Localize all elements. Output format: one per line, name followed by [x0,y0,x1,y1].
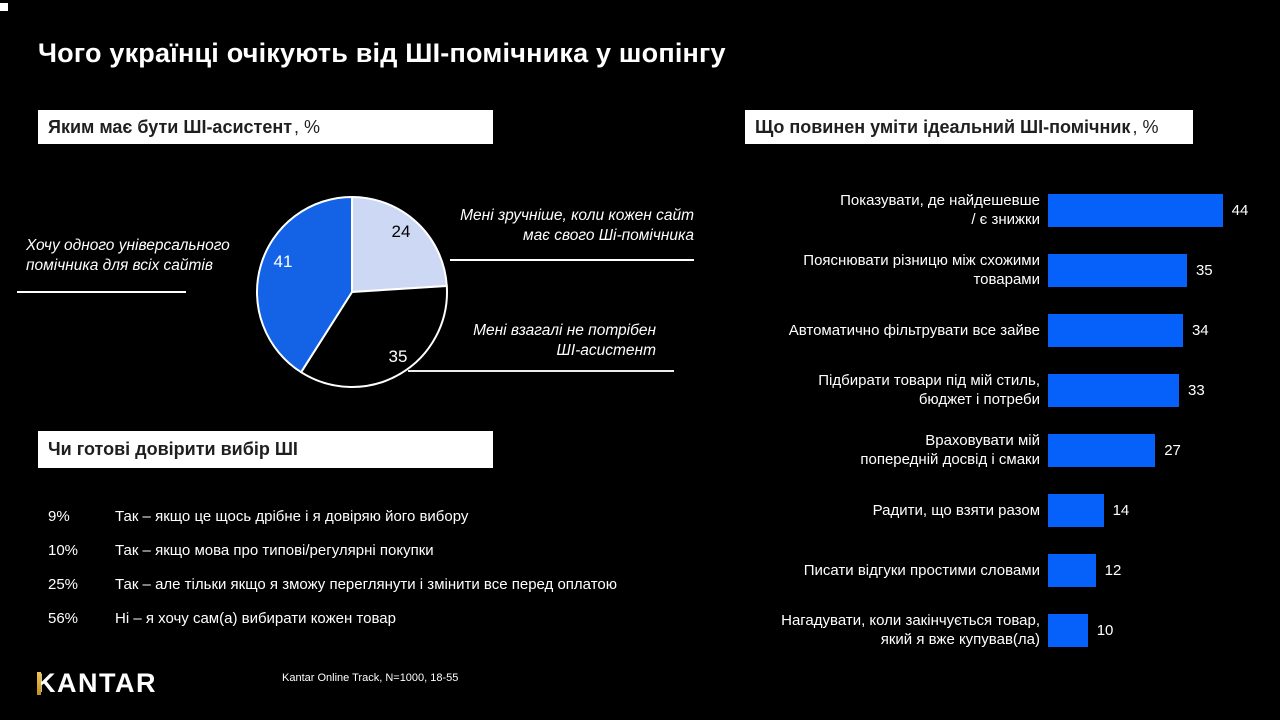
bar-label: Радити, що взяти разом [745,501,1040,520]
trust-percent: 9% [48,507,70,525]
bar-label: Підбирати товари під мій стиль, бюджет і … [745,371,1040,409]
bars-section-header-text: Що повинен уміти ідеальний ШІ-помічник [755,116,1131,137]
pie-section-header: Яким має бути ШІ-асистент , % [38,110,493,144]
bar-label: Автоматично фільтрувати все зайве [745,321,1040,340]
bar-row: Показувати, де найдешевше / є знижки 44 [745,180,1265,240]
bar-value: 34 [1191,321,1209,339]
pie-slice [256,196,353,374]
pie-annotation-line: Мені зручніше, коли кожен сайт [460,207,694,224]
trust-row: 25% Так – але тільки якщо я зможу перегля… [48,567,708,601]
trust-section-header-text: Чи готові довірити вибір ШІ [48,439,298,459]
pie-annotation-per-site: Мені зручніше, коли кожен сайт має свого… [434,206,694,246]
kantar-logo: KANTAR [36,668,157,699]
trust-row: 56% Ні – я хочу сам(а) вибирати кожен тов… [48,601,708,635]
pie-section-header-suffix: , % [294,116,321,137]
bar-label: Нагадувати, коли закінчується товар, який… [745,611,1040,649]
bars-section-header: Що повинен уміти ідеальний ШІ-помічник ,… [745,110,1193,144]
bar-value: 33 [1188,381,1205,399]
bar-label-line: Автоматично фільтрувати все зайве [788,321,1040,339]
pie-chart [254,194,450,390]
pie-annotation-line: ШІ-асистент [556,342,656,359]
pie-annotation-line: має свого Ші-помічника [523,227,694,244]
pie-slice [300,285,448,388]
pie-value-label: 35 [388,347,408,366]
bar-value: 14 [1112,501,1130,519]
pie-value-label: 24 [391,222,411,241]
trust-label: Так – якщо це щось дрібне і я довіряю йо… [115,507,469,525]
bar-label-line: Пояснювати різницю між схожими [803,252,1040,269]
pie-slice [351,196,448,293]
bar-label-line: Показувати, де найдешевше [840,192,1040,209]
leader-line [450,259,694,261]
bar-rect [1048,253,1187,287]
bar-value: 10 [1096,621,1114,639]
bar-label-line: бюджет і потреби [918,391,1040,408]
pie-annotation-line: помічника для всіх сайтів [26,257,213,274]
bar-label-line: товарами [973,271,1040,288]
slide-corner-mark [0,3,8,11]
bar-rect [1048,553,1096,587]
pie-annotation-line: Хочу одного універсального [26,237,230,254]
bar-label: Писати відгуки простими словами [745,561,1040,580]
bar-rect [1048,433,1156,467]
bar-chart: Показувати, де найдешевше / є знижки 44 Поя… [745,180,1265,660]
trust-percent: 56% [48,609,79,627]
bar-rect [1048,313,1183,347]
bar-label: Показувати, де найдешевше / є знижки [745,191,1040,229]
bars-section-header-suffix: , % [1132,116,1159,137]
bar-row: Писати відгуки простими словами 12 [745,540,1265,600]
trust-list: 9% Так – якщо це щось дрібне і я довіряю … [48,499,708,635]
bar-row: Нагадувати, коли закінчується товар, який… [745,600,1265,660]
bar-rect [1048,193,1223,227]
pie-annotation-no-need: Мені взагалі не потрібен ШІ-асистент [428,321,656,361]
kantar-logo-text: KANTAR [36,668,157,698]
bar-label-line: Враховувати мій [925,432,1040,449]
bar-rect [1048,493,1104,527]
bar-value: 44 [1231,201,1249,219]
kantar-logo-gold-stem [37,672,41,695]
bar-value: 12 [1104,561,1122,579]
bar-row: Пояснювати різницю між схожими товарами 35 [745,240,1265,300]
trust-section-header: Чи готові довірити вибір ШІ [38,431,493,468]
bar-label-line: Нагадувати, коли закінчується товар, [781,612,1040,629]
pie-section-header-text: Яким має бути ШІ-асистент [48,116,293,137]
bar-rect [1048,373,1179,407]
bar-label-line: / є знижки [971,211,1040,228]
bar-rect [1048,613,1088,647]
pie-value-label: 41 [273,252,293,271]
bar-label-line: Радити, що взяти разом [872,501,1040,519]
bar-row: Радити, що взяти разом 14 [745,480,1265,540]
trust-row: 9% Так – якщо це щось дрібне і я довіряю … [48,499,708,533]
bar-label: Враховувати мій попередній досвід і смаки [745,431,1040,469]
bar-value: 27 [1164,441,1181,459]
bar-label-line: попередній досвід і смаки [860,451,1040,468]
trust-percent: 10% [48,541,79,559]
pie-annotation-universal: Хочу одного універсального помічника для… [26,236,258,276]
trust-label: Так – але тільки якщо я зможу переглянут… [115,575,617,593]
trust-row: 10% Так – якщо мова про типові/регулярні … [48,533,708,567]
bar-value: 35 [1195,261,1213,279]
bar-label: Пояснювати різницю між схожими товарами [745,251,1040,289]
bar-label-line: Писати відгуки простими словами [803,561,1040,579]
leader-line [17,291,186,293]
bar-label-line: Підбирати товари під мій стиль, [818,372,1040,389]
bar-row: Автоматично фільтрувати все зайве 34 [745,300,1265,360]
source-note: Kantar Online Track, N=1000, 18-55 [282,672,459,684]
pie-annotation-line: Мені взагалі не потрібен [473,322,656,339]
leader-line [408,370,674,372]
trust-percent: 25% [48,575,79,593]
page-title: Чого українці очікують від ШІ-помічника … [38,38,726,68]
bar-row: Підбирати товари під мій стиль, бюджет і … [745,360,1265,420]
bar-label-line: який я вже купував(ла) [880,631,1040,648]
trust-label: Ні – я хочу сам(а) вибирати кожен товар [115,609,396,627]
bar-row: Враховувати мій попередній досвід і смаки… [745,420,1265,480]
pie-chart-svg [256,196,448,388]
trust-label: Так – якщо мова про типові/регулярні пок… [115,541,434,559]
